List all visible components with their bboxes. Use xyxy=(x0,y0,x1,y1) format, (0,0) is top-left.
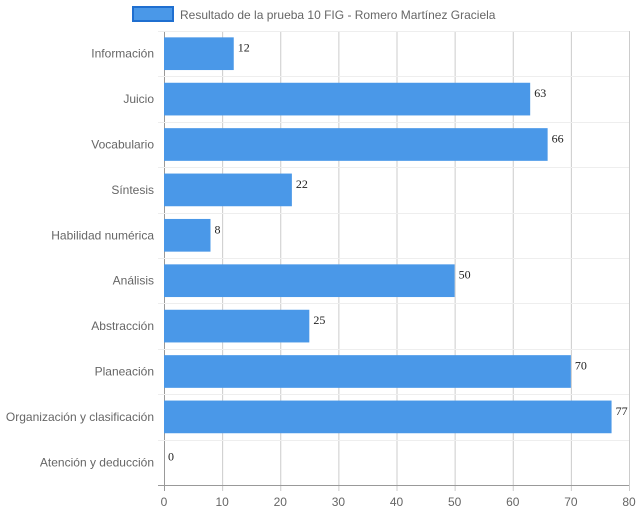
category-label: Organización y clasificación xyxy=(6,410,154,424)
x-tick-label: 50 xyxy=(448,495,462,509)
legend-swatch xyxy=(132,6,174,22)
x-tick-label: 70 xyxy=(564,495,578,509)
category-labels: Información Juicio Vocabulario Síntesis Habi… xyxy=(6,47,154,470)
data-label: 63 xyxy=(534,86,546,100)
category-label: Habilidad numérica xyxy=(51,228,154,242)
bar[interactable] xyxy=(164,400,612,434)
x-tick-label: 30 xyxy=(332,495,346,509)
data-label: 77 xyxy=(616,404,628,418)
data-labels: 12 63 66 22 8 50 25 70 77 0 xyxy=(168,41,628,464)
data-label: 66 xyxy=(552,132,564,146)
x-tick-label: 20 xyxy=(274,495,288,509)
x-tick-label: 60 xyxy=(506,495,520,509)
x-tick-label: 10 xyxy=(215,495,229,509)
bar[interactable] xyxy=(164,218,211,252)
bar[interactable] xyxy=(164,264,455,298)
data-label: 50 xyxy=(459,268,471,282)
data-label: 12 xyxy=(238,41,250,55)
category-label: Abstracción xyxy=(91,319,154,333)
x-axis-tick-labels: 0 10 20 30 40 50 60 70 80 xyxy=(161,495,636,509)
bar[interactable] xyxy=(164,355,571,388)
bars xyxy=(164,37,612,434)
data-label: 22 xyxy=(296,177,308,191)
data-label: 8 xyxy=(215,222,221,236)
data-label: 0 xyxy=(168,449,174,463)
x-tick-label: 0 xyxy=(161,495,168,509)
x-tick-label: 40 xyxy=(390,495,404,509)
legend-label: Resultado de la prueba 10 FIG - Romero M… xyxy=(180,8,496,22)
x-tick-label: 80 xyxy=(622,495,636,509)
category-label: Juicio xyxy=(123,92,154,106)
bar[interactable] xyxy=(164,309,310,343)
legend[interactable]: Resultado de la prueba 10 FIG - Romero M… xyxy=(132,6,496,22)
category-label: Síntesis xyxy=(111,183,154,197)
data-label: 70 xyxy=(575,359,587,373)
bar[interactable] xyxy=(164,128,548,161)
data-label: 25 xyxy=(313,313,325,327)
category-label: Atención y deducción xyxy=(40,455,154,469)
category-label: Vocabulario xyxy=(91,138,154,152)
bar[interactable] xyxy=(164,173,292,207)
category-label: Análisis xyxy=(113,274,154,288)
bar[interactable] xyxy=(164,82,531,116)
category-label: Información xyxy=(91,47,154,61)
bar[interactable] xyxy=(164,37,234,71)
category-label: Planeación xyxy=(95,365,154,379)
